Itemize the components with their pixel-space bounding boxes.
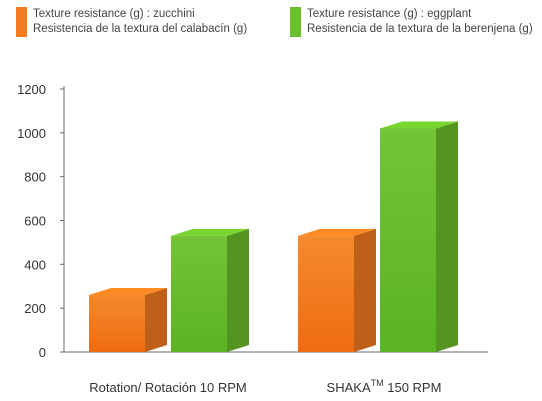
- bar-top-face: [171, 228, 249, 236]
- bar-front-face: [89, 295, 145, 352]
- y-tick-label: 600: [24, 214, 46, 229]
- bar-side-face: [436, 121, 458, 352]
- category-label-shaka: SHAKATM 150 RPM: [327, 378, 442, 395]
- bar-side-face: [227, 228, 249, 352]
- bar-top-face: [89, 288, 167, 296]
- bar-eggplant-rotation: [171, 228, 249, 352]
- bar-front-face: [298, 235, 354, 352]
- y-tick-label: 1000: [17, 126, 46, 141]
- legend: Texture resistance (g) : zucchini Resist…: [16, 7, 533, 37]
- legend-swatch-eggplant: [290, 7, 301, 37]
- legend-zucchini-line1: Texture resistance (g) : zucchini: [33, 8, 195, 20]
- category-label-rotation: Rotation/ Rotación 10 RPM: [89, 380, 247, 395]
- bars-group: [89, 121, 458, 352]
- y-tick-label: 200: [24, 301, 46, 316]
- y-tick-label: 1200: [17, 82, 46, 97]
- bar-front-face: [171, 235, 227, 352]
- bar-eggplant-shaka: [380, 121, 458, 352]
- bar-side-face: [354, 228, 376, 352]
- legend-eggplant-line1: Texture resistance (g) : eggplant: [307, 8, 472, 20]
- bar-zucchini-rotation: [89, 288, 167, 352]
- y-axis-ticks: 0 200 400 600 800 1000 1200: [17, 82, 64, 360]
- legend-swatch-zucchini: [16, 7, 27, 37]
- bar-side-face: [145, 288, 167, 352]
- bar-top-face: [298, 228, 376, 236]
- bar-front-face: [380, 128, 436, 352]
- legend-eggplant-line2: Resistencia de la textura de la berenjen…: [307, 23, 533, 35]
- bar-zucchini-shaka: [298, 228, 376, 352]
- category-label-shaka-name: SHAKA: [327, 380, 371, 395]
- y-tick-label: 800: [24, 170, 46, 185]
- category-label-shaka-rpm: 150 RPM: [384, 380, 442, 395]
- category-label-shaka-tm: TM: [371, 378, 384, 388]
- legend-zucchini-line2: Resistencia de la textura del calabacín …: [33, 23, 247, 35]
- y-tick-label: 400: [24, 257, 46, 272]
- y-tick-label: 0: [39, 345, 46, 360]
- bar-top-face: [380, 121, 458, 129]
